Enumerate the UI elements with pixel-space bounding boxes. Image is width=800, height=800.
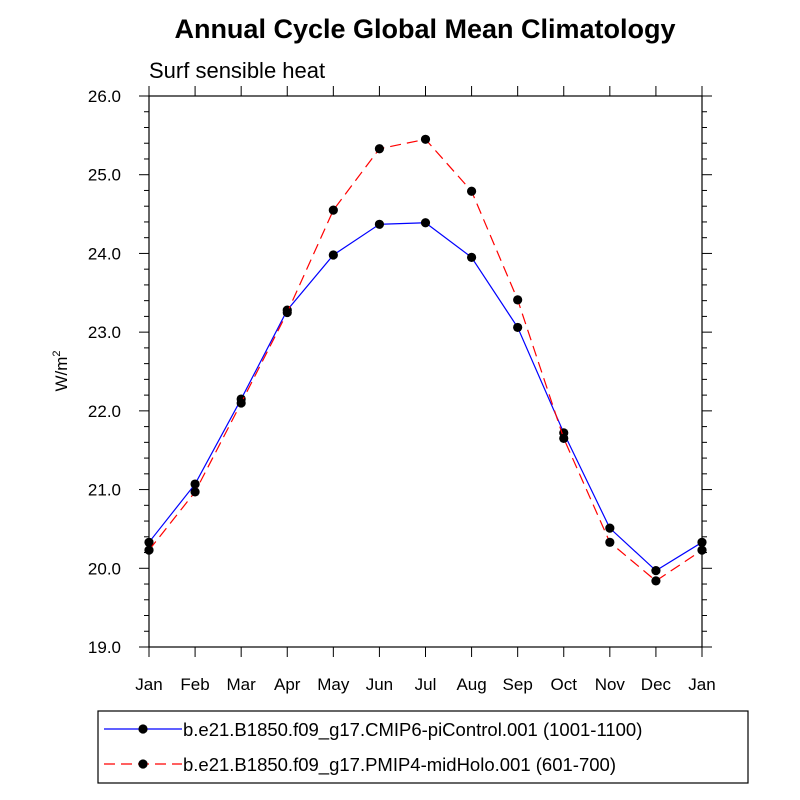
x-tick-label: Oct [551, 675, 578, 694]
y-tick-label: 22.0 [88, 402, 121, 421]
y-tick-label: 20.0 [88, 559, 121, 578]
data-point [374, 144, 385, 154]
y-tick-label: 24.0 [88, 244, 121, 263]
data-point [651, 566, 661, 576]
legend-marker [138, 759, 148, 769]
legend-box [97, 710, 749, 784]
x-tick-label: Jan [688, 675, 715, 694]
data-point [513, 322, 523, 333]
data-point [144, 537, 154, 547]
y-tick-label: 21.0 [88, 481, 121, 500]
data-point [144, 545, 154, 555]
data-point [559, 433, 569, 444]
data-point [466, 252, 477, 262]
x-tick-label: Sep [503, 675, 533, 694]
y-axis-tick-labels: 19.0 20.0 21.0 22.0 23.0 24.0 25.0 26.0 [88, 87, 121, 657]
series-line [148, 222, 703, 572]
data-point [697, 545, 707, 555]
y-axis-label-superscript: 2 [51, 350, 63, 356]
y-axis-label-text: W/m [52, 357, 71, 392]
x-tick-label: Jan [135, 675, 162, 694]
chart-subtitle: Surf sensible heat [149, 58, 325, 83]
data-point [328, 250, 338, 260]
y-tick-label: 23.0 [88, 323, 121, 342]
y-tick-label: 26.0 [88, 87, 121, 106]
x-tick-label: Aug [456, 675, 486, 694]
data-point [513, 295, 523, 305]
chart-title: Annual Cycle Global Mean Climatology [174, 14, 675, 44]
data-point [282, 307, 292, 318]
series-2 [144, 134, 707, 586]
data-point [651, 576, 661, 586]
x-tick-label: Feb [180, 675, 209, 694]
series-layer [144, 134, 707, 586]
y-tick-label: 19.0 [88, 638, 121, 657]
data-point [420, 218, 431, 228]
x-tick-label: Mar [227, 675, 257, 694]
legend-item-1: b.e21.B1850.f09_g17.CMIP6-piControl.001 … [104, 719, 642, 741]
legend-label: b.e21.B1850.f09_g17.CMIP6-piControl.001 … [183, 719, 642, 741]
data-point [605, 537, 615, 547]
legend-item-2: b.e21.B1850.f09_g17.PMIP4-midHolo.001 (6… [104, 754, 616, 776]
series-1 [144, 218, 707, 576]
data-point [420, 134, 431, 144]
data-point [190, 487, 200, 497]
legend-marker [138, 724, 148, 734]
x-tick-label: Jul [415, 675, 437, 694]
legend-items: b.e21.B1850.f09_g17.CMIP6-piControl.001 … [104, 719, 642, 776]
legend: b.e21.B1850.f09_g17.CMIP6-piControl.001 … [97, 710, 749, 784]
legend-label: b.e21.B1850.f09_g17.PMIP4-midHolo.001 (6… [183, 754, 616, 776]
series-line [148, 138, 703, 582]
data-point [190, 479, 200, 489]
minor-ticks [139, 86, 712, 657]
y-axis-label: W/m2 [51, 350, 71, 391]
data-point [236, 398, 246, 408]
data-point [605, 523, 615, 533]
data-point [374, 219, 385, 229]
x-tick-label: Apr [274, 675, 301, 694]
plot-frame [148, 95, 703, 648]
x-axis-tick-labels: Jan Feb Mar Apr May Jun Jul Aug Sep Oct Nov Dec Jan [135, 675, 715, 694]
plot-border [148, 95, 703, 648]
x-tick-label: Jun [366, 675, 393, 694]
x-tick-label: May [317, 675, 350, 694]
data-point [328, 205, 338, 215]
y-tick-label: 25.0 [88, 166, 121, 185]
data-point [466, 186, 477, 196]
data-point [697, 537, 707, 547]
x-tick-label: Nov [595, 675, 626, 694]
x-tick-label: Dec [641, 675, 672, 694]
